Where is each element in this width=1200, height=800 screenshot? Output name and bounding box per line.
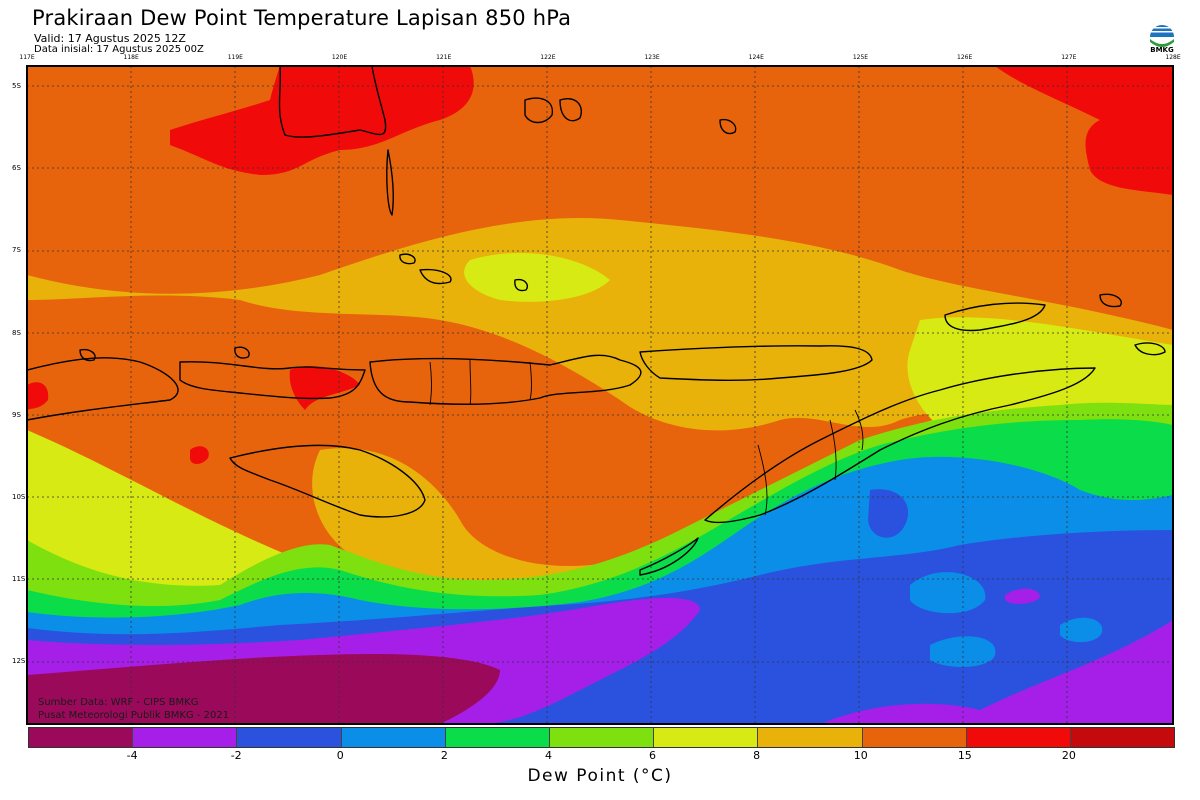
field-15-20-ne (995, 66, 1173, 195)
coastline-small-islands (79, 97, 1166, 362)
field-0-2-blob-3 (910, 572, 986, 614)
lat-tick-label: 12S (12, 657, 26, 666)
colorbar-tick-label: 20 (1061, 749, 1076, 762)
colorbar-tick-label: 4 (544, 749, 552, 762)
valid-time: Valid: 17 Agustus 2025 12Z (34, 32, 186, 45)
colorbar-swatch (1070, 728, 1175, 747)
colorbar-swatch (133, 728, 238, 747)
colorbar-swatch (758, 728, 863, 747)
map-frame (26, 65, 1174, 725)
field-below-m4 (27, 653, 500, 724)
colorbar-swatch (237, 728, 342, 747)
source-note: Sumber Data: WRF - CIPS BMKG (38, 697, 199, 708)
lon-tick-label: 124E (748, 54, 764, 61)
org-note: Pusat Meteorologi Publik BMKG - 2021 (38, 710, 230, 721)
colorbar-swatch (29, 728, 134, 747)
lon-tick-label: 118E (123, 54, 139, 61)
lon-tick-label: 126E (957, 54, 973, 61)
colorbar-tick-label: 2 (440, 749, 448, 762)
lon-tick-label: 122E (540, 54, 556, 61)
field-8-10-central (27, 218, 1173, 431)
field-15-20-north (170, 66, 474, 175)
field-15-20-sw (190, 446, 209, 464)
initial-time: Data inisial: 17 Agustus 2025 00Z (34, 44, 204, 55)
coastline-alor (639, 345, 873, 381)
lon-tick-label: 119E (227, 54, 243, 61)
lat-tick-label: 5S (12, 82, 21, 90)
field-m4-m2-blob (1005, 588, 1040, 604)
colorbar-tick-label: 0 (336, 749, 344, 762)
colorbar-swatch (341, 728, 446, 747)
colorbar-tick-label: 8 (753, 749, 761, 762)
colorbar-tick-label: 6 (649, 749, 657, 762)
field-m4-m2-east (820, 620, 1173, 724)
lon-tick-label: 117E (19, 54, 35, 61)
coastline-timor (704, 367, 1096, 524)
lon-tick-label: 127E (1061, 54, 1077, 61)
colorbar-tick-label: -2 (230, 749, 242, 762)
bmkg-logo-icon (1150, 25, 1174, 47)
colorbar-swatch (654, 728, 759, 747)
graticule (27, 66, 1173, 724)
field-10-15-south (480, 440, 646, 541)
colorbar-tick-label: -4 (126, 749, 138, 762)
coastline-lombok (27, 357, 179, 421)
coastline-selayar (386, 149, 394, 216)
admin-borders (429, 359, 864, 516)
field-15-20-west (27, 382, 49, 410)
lon-tick-label: 120E (331, 54, 348, 61)
colorbar-swatch (862, 728, 967, 747)
colorbar-tick-label: 15 (957, 749, 972, 762)
coastline-flores (369, 354, 642, 405)
field-m2-0-blob (868, 489, 909, 538)
lat-tick-label: 8S (12, 328, 21, 337)
coastlines (27, 66, 1166, 576)
colorbar-label: Dew Point (°C) (527, 766, 673, 786)
dew-point-map (26, 65, 1174, 725)
colorbar-swatch (966, 728, 1071, 747)
lat-tick-label: 11S (12, 575, 26, 584)
field-15-20-lombok (289, 365, 360, 410)
lon-tick-label: 121E (436, 54, 452, 61)
colorbar (28, 727, 1175, 748)
lon-tick-label: 123E (644, 54, 660, 61)
field-6-8-central (464, 252, 610, 302)
colorbar-tick-label: 10 (853, 749, 868, 762)
bmkg-logo-text: BMKG (1150, 46, 1174, 54)
coastline-rote (639, 537, 699, 576)
lon-tick-label: 125E (852, 54, 869, 61)
map-title: Prakiraan Dew Point Temperature Lapisan … (32, 6, 572, 30)
coastline-sumba (229, 444, 426, 518)
lat-tick-label: 10S (12, 493, 26, 501)
lat-tick-label: 9S (12, 410, 21, 419)
lon-tick-label: 128E (1165, 54, 1181, 61)
coastline-wetar (944, 302, 1046, 332)
colorbar-swatch (549, 728, 655, 747)
coastline-sumbawa (179, 361, 366, 400)
coastline-sulawesi (278, 66, 387, 138)
lat-tick-label: 6S (12, 164, 21, 173)
colorbar-swatch (445, 728, 550, 747)
lat-tick-label: 7S (12, 246, 21, 255)
field-0-2-blob-1 (1060, 617, 1103, 643)
